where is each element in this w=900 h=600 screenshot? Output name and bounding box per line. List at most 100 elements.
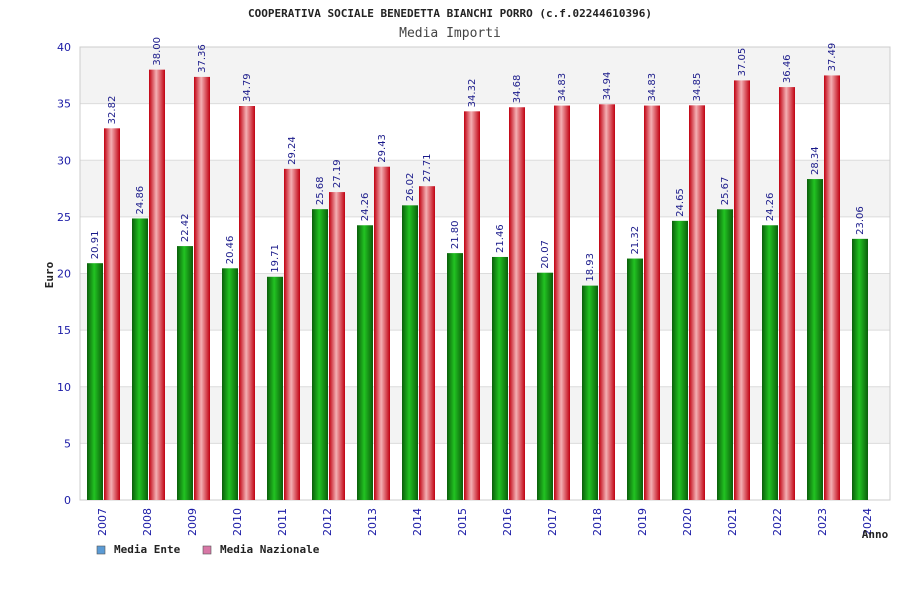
data-label-media-ente-2007: 20.91 (90, 231, 101, 260)
grid-band (80, 103, 890, 161)
data-label-media-ente-2015: 21.80 (450, 220, 461, 249)
legend-swatch-media-nazionale (202, 545, 212, 555)
grid-band (80, 273, 890, 331)
data-label-media-ente-2020: 24.65 (675, 188, 686, 217)
x-tick-label-2007: 2007 (96, 508, 109, 536)
data-label-media-nazionale-2008: 38.00 (152, 37, 163, 66)
bar-media-nazionale-2018 (599, 104, 615, 500)
x-tick-label-2022: 2022 (771, 508, 784, 536)
data-label-media-ente-2017: 20.07 (540, 240, 551, 269)
data-label-media-ente-2010: 20.46 (225, 236, 236, 265)
data-label-media-nazionale-2022: 36.46 (782, 54, 793, 83)
bar-media-nazionale-2019 (644, 105, 660, 501)
bar-media-nazionale-2021 (734, 80, 750, 500)
bar-media-nazionale-2009 (194, 76, 210, 500)
legend-swatch-media-ente (96, 545, 106, 555)
bar-media-nazionale-2017 (554, 105, 570, 501)
grid-band (80, 216, 890, 274)
data-label-media-ente-2022: 24.26 (765, 193, 776, 222)
y-axis-title: Euro (43, 261, 56, 288)
bar-media-ente-2021 (717, 209, 733, 501)
data-label-media-nazionale-2018: 34.94 (602, 72, 613, 101)
data-label-media-nazionale-2011: 29.24 (287, 136, 298, 165)
data-label-media-nazionale-2010: 34.79 (242, 73, 253, 102)
data-label-media-ente-2013: 24.26 (360, 193, 371, 222)
x-tick-label-2013: 2013 (366, 508, 379, 536)
bar-media-ente-2010 (222, 268, 238, 500)
bar-media-ente-2024 (852, 238, 868, 500)
bar-media-ente-2019 (627, 258, 643, 500)
x-tick-label-2017: 2017 (546, 508, 559, 536)
bar-media-nazionale-2015 (464, 111, 480, 501)
bar-media-ente-2007 (87, 263, 103, 500)
x-tick-label-2015: 2015 (456, 508, 469, 536)
data-label-media-ente-2024: 23.06 (855, 206, 866, 235)
data-label-media-nazionale-2019: 34.83 (647, 73, 658, 102)
y-tick-label: 25 (57, 211, 71, 224)
x-axis: 2007 2008 2009 2010 2011 2012 2013 2014 2015 2016… (96, 508, 874, 536)
data-label-media-nazionale-2012: 27.19 (332, 159, 343, 188)
y-tick-label: 5 (64, 437, 71, 450)
data-label-media-ente-2009: 22.42 (180, 213, 191, 242)
bar-media-ente-2017 (537, 272, 553, 500)
bar-media-ente-2022 (762, 225, 778, 500)
y-axis: 0 5 10 15 20 25 30 35 40 (57, 41, 71, 507)
bar-media-ente-2018 (582, 285, 598, 500)
data-label-media-ente-2012: 25.68 (315, 177, 326, 206)
x-tick-label-2018: 2018 (591, 508, 604, 536)
data-label-media-ente-2018: 18.93 (585, 253, 596, 282)
data-label-media-nazionale-2020: 34.85 (692, 73, 703, 102)
data-label-media-ente-2011: 19.71 (270, 244, 281, 273)
grid-band (80, 386, 890, 444)
bar-media-nazionale-2007 (104, 128, 120, 500)
data-label-media-ente-2014: 26.02 (405, 173, 416, 202)
bar-media-ente-2011 (267, 276, 283, 500)
data-label-media-nazionale-2015: 34.32 (467, 79, 478, 108)
y-tick-label: 30 (57, 154, 71, 167)
bar-media-nazionale-2013 (374, 166, 390, 500)
y-tick-label: 10 (57, 381, 71, 394)
data-label-media-nazionale-2013: 29.43 (377, 134, 388, 163)
bar-media-ente-2016 (492, 256, 508, 500)
bar-media-ente-2013 (357, 225, 373, 500)
x-tick-label-2010: 2010 (231, 508, 244, 536)
data-label-media-nazionale-2007: 32.82 (107, 96, 118, 125)
data-label-media-nazionale-2023: 37.49 (827, 43, 838, 72)
chart-title: COOPERATIVA SOCIALE BENEDETTA BIANCHI PO… (248, 7, 652, 20)
x-tick-label-2024: 2024 (861, 508, 874, 536)
y-tick-label: 0 (64, 494, 71, 507)
data-label-media-nazionale-2014: 27.71 (422, 154, 433, 183)
bar-media-nazionale-2016 (509, 107, 525, 501)
bar-media-nazionale-2011 (284, 168, 300, 500)
bar-media-nazionale-2023 (824, 75, 840, 500)
data-label-media-nazionale-2016: 34.68 (512, 75, 523, 104)
plot-frame (79, 46, 891, 501)
x-tick-label-2019: 2019 (636, 508, 649, 536)
bar-media-nazionale-2012 (329, 192, 345, 501)
x-tick-label-2012: 2012 (321, 508, 334, 536)
grid-band (80, 443, 890, 500)
data-label-media-ente-2023: 28.34 (810, 146, 821, 175)
x-tick-label-2021: 2021 (726, 508, 739, 536)
x-tick-label-2020: 2020 (681, 508, 694, 536)
bar-media-ente-2015 (447, 253, 463, 500)
x-axis-title: Anno (862, 528, 889, 541)
chart-subtitle: Media Importi (399, 26, 501, 41)
bar-media-ente-2012 (312, 209, 328, 500)
bar-media-nazionale-2014 (419, 186, 435, 500)
data-label-media-nazionale-2017: 34.83 (557, 73, 568, 102)
bar-media-ente-2020 (672, 220, 688, 500)
bar-media-nazionale-2008 (149, 69, 165, 501)
bar-media-nazionale-2010 (239, 106, 255, 501)
y-tick-label: 15 (57, 324, 71, 337)
legend-label-media-ente: Media Ente (114, 543, 181, 556)
bar-media-ente-2023 (807, 179, 823, 500)
bar-media-ente-2009 (177, 246, 193, 500)
legend-label-media-nazionale: Media Nazionale (220, 543, 320, 556)
x-tick-label-2014: 2014 (411, 508, 424, 536)
x-tick-label-2008: 2008 (141, 508, 154, 536)
x-tick-label-2016: 2016 (501, 508, 514, 536)
grid (79, 46, 891, 501)
data-label-media-ente-2019: 21.32 (630, 226, 641, 255)
